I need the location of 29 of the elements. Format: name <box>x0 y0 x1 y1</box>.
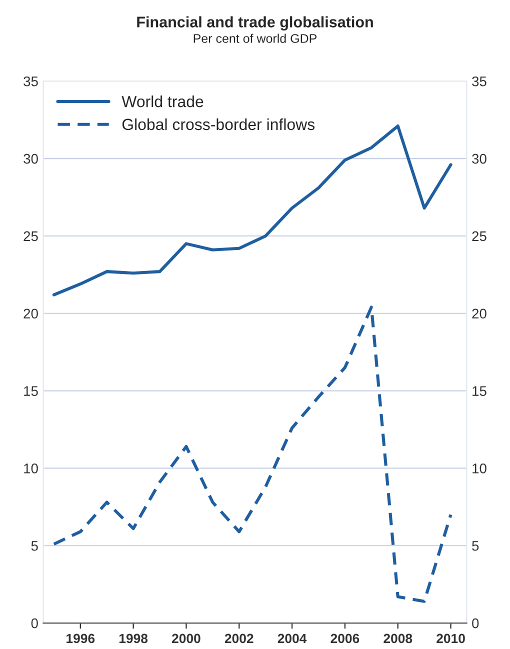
y-tick-label: 15 <box>24 386 38 396</box>
y-tick-label: 20 <box>24 308 38 319</box>
line-series <box>52 306 452 603</box>
x-tick-label: 2002 <box>224 634 254 644</box>
chart-title: Financial and trade globalisation <box>137 16 373 31</box>
y2-tick-label: 0 <box>472 618 479 628</box>
y-tick-label: 25 <box>24 231 38 242</box>
x-tick-label: 1998 <box>119 634 148 644</box>
y-tick-label: 35 <box>24 76 38 86</box>
y2-tick-label: 30 <box>472 154 486 164</box>
y-tick-label: 5 <box>31 541 38 551</box>
y-tick-label: 0 <box>31 618 38 628</box>
legend-label: World trade <box>122 96 204 108</box>
x-tick-label: 2004 <box>278 634 307 644</box>
x-tick-label: 2006 <box>330 634 360 644</box>
y2-tick-label: 10 <box>472 464 486 474</box>
x-tick-label: 2010 <box>436 634 465 644</box>
y2-tick-label: 25 <box>472 231 486 242</box>
legend-label: Global cross-border inflows <box>122 118 315 130</box>
y-tick-label: 10 <box>24 464 38 474</box>
y2-tick-label: 15 <box>472 386 486 396</box>
y2-tick-label: 20 <box>472 308 486 319</box>
x-tick-label: 2000 <box>172 634 200 644</box>
x-tick-label: 1996 <box>66 634 95 644</box>
y-tick-label: 30 <box>24 154 38 164</box>
chart-subtitle: Per cent of world GDP <box>194 34 317 43</box>
y2-tick-label: 35 <box>472 76 486 86</box>
x-tick-label: 2008 <box>384 634 412 644</box>
y2-tick-label: 5 <box>472 541 479 551</box>
